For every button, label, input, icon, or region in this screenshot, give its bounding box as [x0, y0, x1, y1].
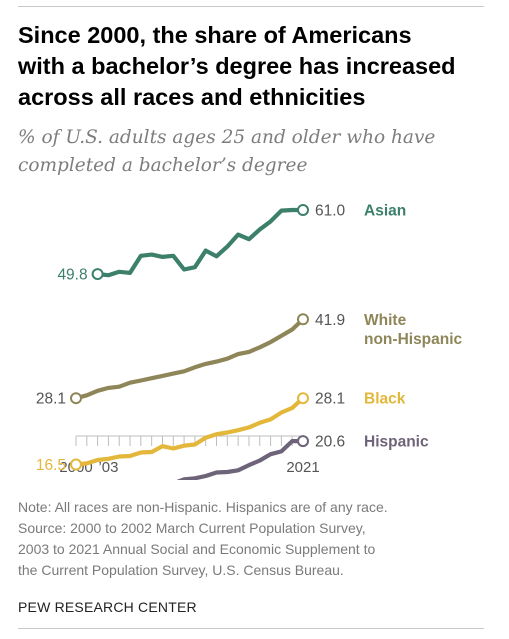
series-start-marker — [91, 268, 104, 281]
series-name-label: Hispanic — [364, 434, 429, 451]
source-label: PEW RESEARCH CENTER — [18, 599, 197, 615]
series-end-value: 41.9 — [315, 312, 345, 329]
series-end-value: 20.6 — [315, 434, 345, 451]
series-name-label: White — [364, 312, 407, 329]
series-start-value: 28.1 — [36, 391, 66, 408]
chart-title: Since 2000, the share of Americans with … — [18, 20, 498, 113]
series-layer — [70, 204, 309, 480]
series-line-white — [73, 317, 306, 401]
note-line: 2003 to 2021 Annual Social and Economic … — [18, 541, 376, 557]
chart-subtitle: % of U.S. adults ages 25 and older who h… — [18, 124, 488, 180]
series-end-marker — [297, 435, 309, 448]
note-line: the Current Population Survey, U.S. Cens… — [18, 562, 344, 578]
series-end-value: 61.0 — [315, 203, 346, 220]
label-layer: 49.8 61.0 Asian 28.1 41.9 White non-Hispanic 16… — [36, 203, 463, 475]
title-line: Since 2000, the share of Americans — [18, 22, 412, 48]
subtitle-line: completed a bachelor’s degree — [18, 155, 308, 176]
series-line-black — [73, 396, 306, 467]
series-name-label: Black — [364, 391, 406, 408]
series-start-marker — [70, 458, 82, 471]
x-tick-label: 2021 — [286, 459, 319, 476]
series-name-label: Asian — [364, 203, 406, 220]
series-line-asian — [95, 207, 306, 278]
bottom-rule — [18, 628, 484, 629]
series-end-marker — [297, 204, 309, 216]
note-line: Source: 2000 to 2002 March Current Popul… — [18, 520, 366, 536]
series-start-marker — [70, 392, 82, 405]
series-name-label: non-Hispanic — [364, 331, 463, 348]
series-start-value: 49.8 — [57, 267, 87, 284]
series-end-marker — [297, 392, 309, 405]
top-rule — [18, 6, 484, 7]
chart-note: Note: All races are non-Hispanic. Hispan… — [18, 497, 498, 581]
series-start-value: 16.5 — [36, 457, 66, 474]
series-end-value: 28.1 — [315, 391, 345, 408]
note-line: Note: All races are non-Hispanic. Hispan… — [18, 499, 388, 515]
series-end-marker — [297, 313, 309, 326]
series-line-hispanic — [176, 439, 306, 480]
subtitle-line: % of U.S. adults ages 25 and older who h… — [18, 127, 436, 148]
title-line: with a bachelor’s degree has increased — [18, 53, 456, 79]
x-tick-label: ’03 — [98, 459, 118, 476]
title-line: across all races and ethnicities — [18, 84, 366, 110]
